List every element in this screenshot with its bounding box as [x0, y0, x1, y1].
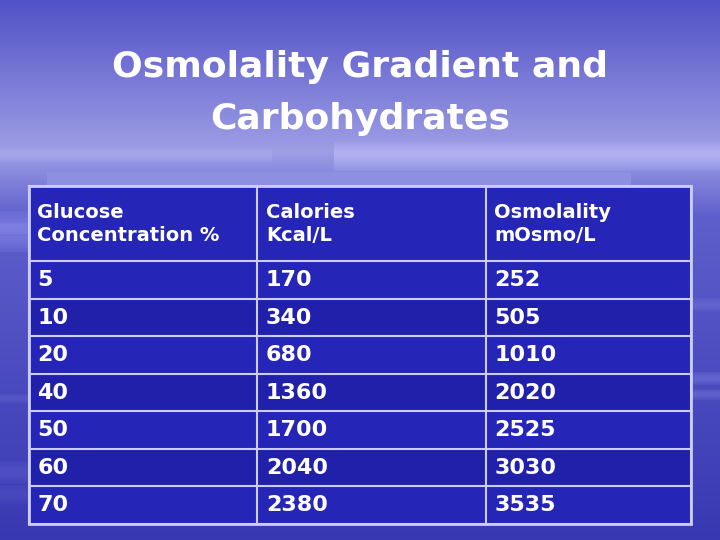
Bar: [29, 374, 691, 411]
Text: 3535: 3535: [495, 495, 556, 515]
Bar: [29, 299, 691, 336]
Text: 40: 40: [37, 382, 68, 402]
Bar: [29, 411, 691, 449]
Text: 170: 170: [266, 270, 312, 290]
Text: 10: 10: [37, 308, 68, 328]
Text: Osmolality: Osmolality: [495, 203, 611, 222]
Text: Glucose: Glucose: [37, 203, 124, 222]
Bar: [29, 336, 691, 374]
Bar: [29, 186, 691, 524]
Text: 3030: 3030: [495, 457, 557, 477]
Text: 1700: 1700: [266, 420, 328, 440]
Text: 2525: 2525: [495, 420, 556, 440]
Text: 60: 60: [37, 457, 68, 477]
Bar: [29, 261, 691, 299]
Text: 70: 70: [37, 495, 68, 515]
Text: 5: 5: [37, 270, 53, 290]
Text: 2380: 2380: [266, 495, 328, 515]
Bar: [29, 186, 691, 524]
Text: Concentration %: Concentration %: [37, 226, 220, 245]
Text: Kcal/L: Kcal/L: [266, 226, 332, 245]
Text: 1360: 1360: [266, 382, 328, 402]
Text: 505: 505: [495, 308, 541, 328]
Text: 340: 340: [266, 308, 312, 328]
Text: 20: 20: [37, 345, 68, 365]
Text: 2040: 2040: [266, 457, 328, 477]
Bar: [29, 449, 691, 487]
Text: 680: 680: [266, 345, 312, 365]
Text: 252: 252: [495, 270, 541, 290]
Text: Carbohydrates: Carbohydrates: [210, 102, 510, 136]
Text: mOsmo/L: mOsmo/L: [495, 226, 596, 245]
Text: Calories: Calories: [266, 203, 355, 222]
Text: 2020: 2020: [495, 382, 557, 402]
Bar: [29, 487, 691, 524]
Text: 1010: 1010: [495, 345, 557, 365]
Text: 50: 50: [37, 420, 68, 440]
Text: Osmolality Gradient and: Osmolality Gradient and: [112, 51, 608, 84]
